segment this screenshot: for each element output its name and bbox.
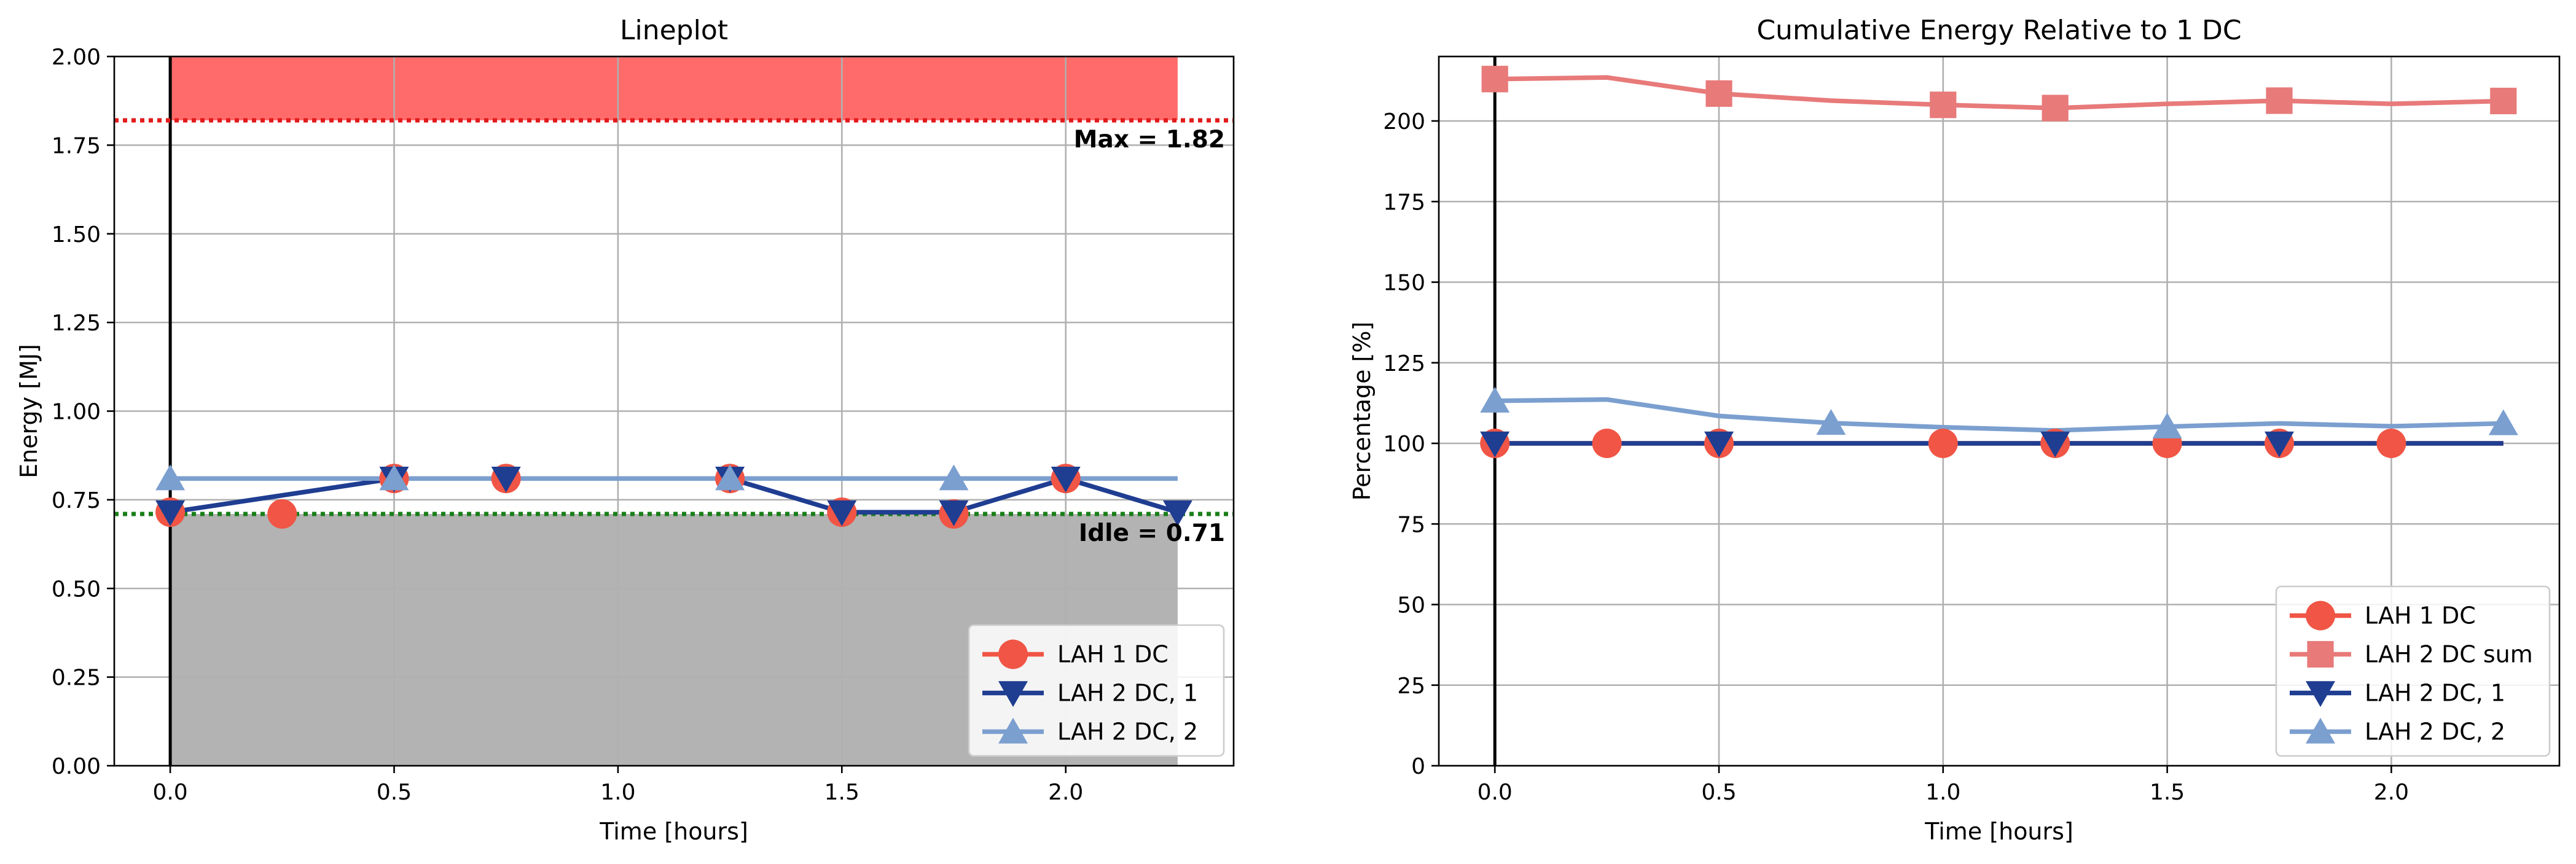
series-line-3 [1495,397,2504,433]
x-tick-label: 1.0 [600,780,635,805]
legend-swatch-marker [998,717,1028,744]
y-tick-label: 1.00 [52,400,101,425]
legend-swatch-marker [2306,601,2335,631]
series-2-markers [1480,431,2294,457]
legend-label: LAH 2 DC, 1 [2365,680,2505,707]
data-point [939,500,969,526]
data-point [939,464,969,491]
chart-2: 0.0 0.5 1.0 1.5 2.0 0 25 50 75 100 125 150 175 200 Cum… [1349,15,2561,845]
legend-label: LAH 2 DC, 2 [2365,718,2505,745]
y-tick-label: 0 [1411,754,1425,779]
legend-label: LAH 1 DC [1057,641,1169,668]
y-tick-label: 1.25 [52,311,101,336]
y-tick-label: 2.00 [52,45,101,70]
data-point [2266,87,2293,114]
legend-swatch-marker [2306,681,2335,707]
data-point [2490,87,2517,115]
series-line-1 [170,476,1178,515]
y-tick-label: 200 [1383,109,1425,134]
data-point [155,500,186,526]
data-point [2265,431,2294,457]
data-point [1704,431,1734,457]
x-tick-label: 0.0 [1478,780,1513,805]
series-line-1 [1495,75,2504,111]
chart-2-legend: LAH 1 DC LAH 2 DC sum LAH 2 DC, 1 LAH 2 DC,… [2275,585,2551,757]
y-tick-label: 0.75 [52,488,101,513]
series-1-markers [1481,66,2517,122]
y-tick-label: 1.75 [52,133,101,158]
data-point [2488,409,2518,435]
y-tick-label: 25 [1397,674,1425,699]
chart-1-x-axis-label: Time [hours] [599,818,748,845]
data-point [2376,429,2406,458]
data-point [827,500,857,526]
legend-label: LAH 2 DC sum [2365,641,2533,668]
y-tick-label: 150 [1383,271,1425,296]
legend-box [2275,585,2551,757]
max-band [170,56,1178,120]
chart-1-legend: LAH 1 DC LAH 2 DC, 1 LAH 2 DC, 2 [968,624,1225,757]
legend-label: LAH 1 DC [2365,602,2476,629]
data-point [2152,412,2182,438]
chart-2-y-axis-label: Percentage [%] [1349,322,1376,501]
y-tick-label: 0.50 [52,577,101,602]
chart-2-x-axis-label: Time [hours] [1924,818,2073,845]
y-tick-label: 50 [1397,593,1425,618]
chart-1: Max = 1.82 Idle = 0.71 0.0 0.5 1.0 1.5 2.0 0.00… [15,15,1235,845]
y-tick-label: 0.25 [52,666,101,691]
x-tick-label: 0.5 [1701,780,1736,805]
series-2-markers [155,464,969,491]
y-tick-label: 125 [1383,351,1425,376]
y-tick-label: 175 [1383,190,1425,215]
data-point [155,464,186,491]
legend-swatch-marker [998,639,1028,669]
data-point [1928,429,1958,458]
data-point [1592,429,1622,458]
chart-1-title: Lineplot [620,15,728,46]
legend-box [968,624,1225,757]
legend-label: LAH 2 DC, 2 [1057,718,1198,745]
legend-swatch-marker [998,681,1028,707]
x-tick-label: 1.5 [2150,780,2185,805]
data-point [1480,431,1510,457]
x-tick-label: 2.0 [2374,780,2409,805]
x-tick-label: 1.5 [824,780,859,805]
data-point [491,467,521,493]
data-point [1051,467,1081,493]
legend-swatch-marker [2307,640,2334,668]
legend-label: LAH 2 DC, 1 [1057,680,1198,707]
y-tick-label: 75 [1397,512,1425,537]
legend-swatch-marker [2306,717,2335,744]
x-tick-label: 1.0 [1925,780,1960,805]
data-point [267,499,297,529]
data-point [1162,500,1192,526]
data-point [1705,80,1732,107]
y-tick-label: 0.00 [52,754,101,779]
chart-2-title: Cumulative Energy Relative to 1 DC [1756,15,2241,46]
chart-1-y-axis-label: Energy [MJ] [15,344,42,478]
data-point [2042,95,2069,122]
data-point [715,464,745,491]
data-point [379,464,409,491]
data-point [2040,431,2070,457]
y-tick-label: 100 [1383,432,1425,457]
data-point [1816,409,1846,435]
hline-label-0: Max = 1.82 [1074,126,1225,154]
data-point [1480,386,1510,413]
x-tick-label: 0.0 [152,780,187,805]
hline-label-1: Idle = 0.71 [1079,520,1225,547]
y-tick-label: 1.50 [52,222,101,247]
x-tick-label: 2.0 [1048,780,1083,805]
series-3-markers [1480,386,2518,438]
data-point [1481,66,1508,93]
data-point [1930,91,1957,119]
chart-2-frame [1438,55,2561,767]
x-tick-label: 0.5 [377,780,412,805]
